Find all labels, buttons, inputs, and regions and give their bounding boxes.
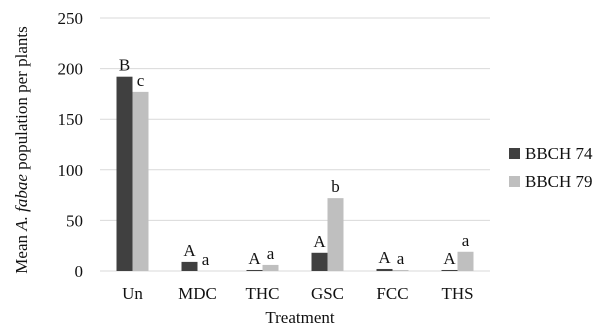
x-tick-label: GSC	[311, 284, 344, 303]
bar-bbch74-mdc	[181, 261, 198, 271]
bar-bbch79-fcc	[392, 269, 409, 271]
y-tick-label: 150	[58, 110, 84, 129]
significance-label: A	[443, 249, 456, 268]
y-tick-label: 100	[58, 161, 84, 180]
bars	[116, 76, 474, 271]
bar-bbch79-thc	[262, 264, 279, 271]
bar-bbch74-ths	[441, 269, 458, 271]
significance-label: B	[119, 56, 130, 75]
x-tick-label: FCC	[376, 284, 408, 303]
y-axis-title-suffix: population per plants	[12, 26, 31, 174]
y-tick-label: 250	[58, 9, 84, 28]
significance-label: a	[397, 249, 405, 268]
legend-swatch	[509, 148, 520, 159]
y-tick-label: 0	[75, 262, 84, 281]
significance-label: A	[378, 248, 391, 267]
y-tick-label: 50	[66, 211, 83, 230]
gridlines	[100, 17, 490, 272]
significance-label: a	[202, 250, 210, 269]
y-axis-title: Mean A. fabae population per plants	[12, 26, 31, 273]
significance-label: b	[331, 177, 340, 196]
legend: BBCH 74 BBCH 79	[509, 144, 593, 191]
significance-label: a	[462, 231, 470, 250]
significance-label: a	[267, 244, 275, 263]
legend-swatch	[509, 176, 520, 187]
significance-label: A	[248, 249, 261, 268]
significance-label: c	[137, 71, 145, 90]
y-tick-label: 200	[58, 60, 84, 79]
bar-bbch74-gsc	[311, 252, 328, 271]
x-tick-label: Un	[122, 284, 143, 303]
significance-label: A	[183, 241, 196, 260]
y-axis-title-species: A. fabae	[12, 174, 31, 232]
x-tick-label: THS	[441, 284, 473, 303]
bar-bbch79-un	[132, 91, 149, 271]
x-axis-ticks: Un MDC THC GSC FCC THS	[122, 284, 473, 303]
x-axis-title: Treatment	[265, 308, 335, 327]
bar-bbch74-fcc	[376, 268, 393, 271]
legend-label: BBCH 74	[525, 144, 593, 163]
x-tick-label: THC	[246, 284, 280, 303]
y-axis-title-prefix: Mean	[12, 231, 31, 274]
x-tick-label: MDC	[178, 284, 217, 303]
bar-bbch74-un	[116, 76, 133, 271]
significance-label: A	[313, 232, 326, 251]
bar-bbch74-thc	[246, 269, 263, 271]
legend-label: BBCH 79	[525, 172, 593, 191]
bar-bbch79-ths	[457, 251, 474, 271]
bar-bbch79-gsc	[327, 198, 344, 271]
y-axis-ticks: 0 50 100 150 200 250	[58, 9, 84, 281]
